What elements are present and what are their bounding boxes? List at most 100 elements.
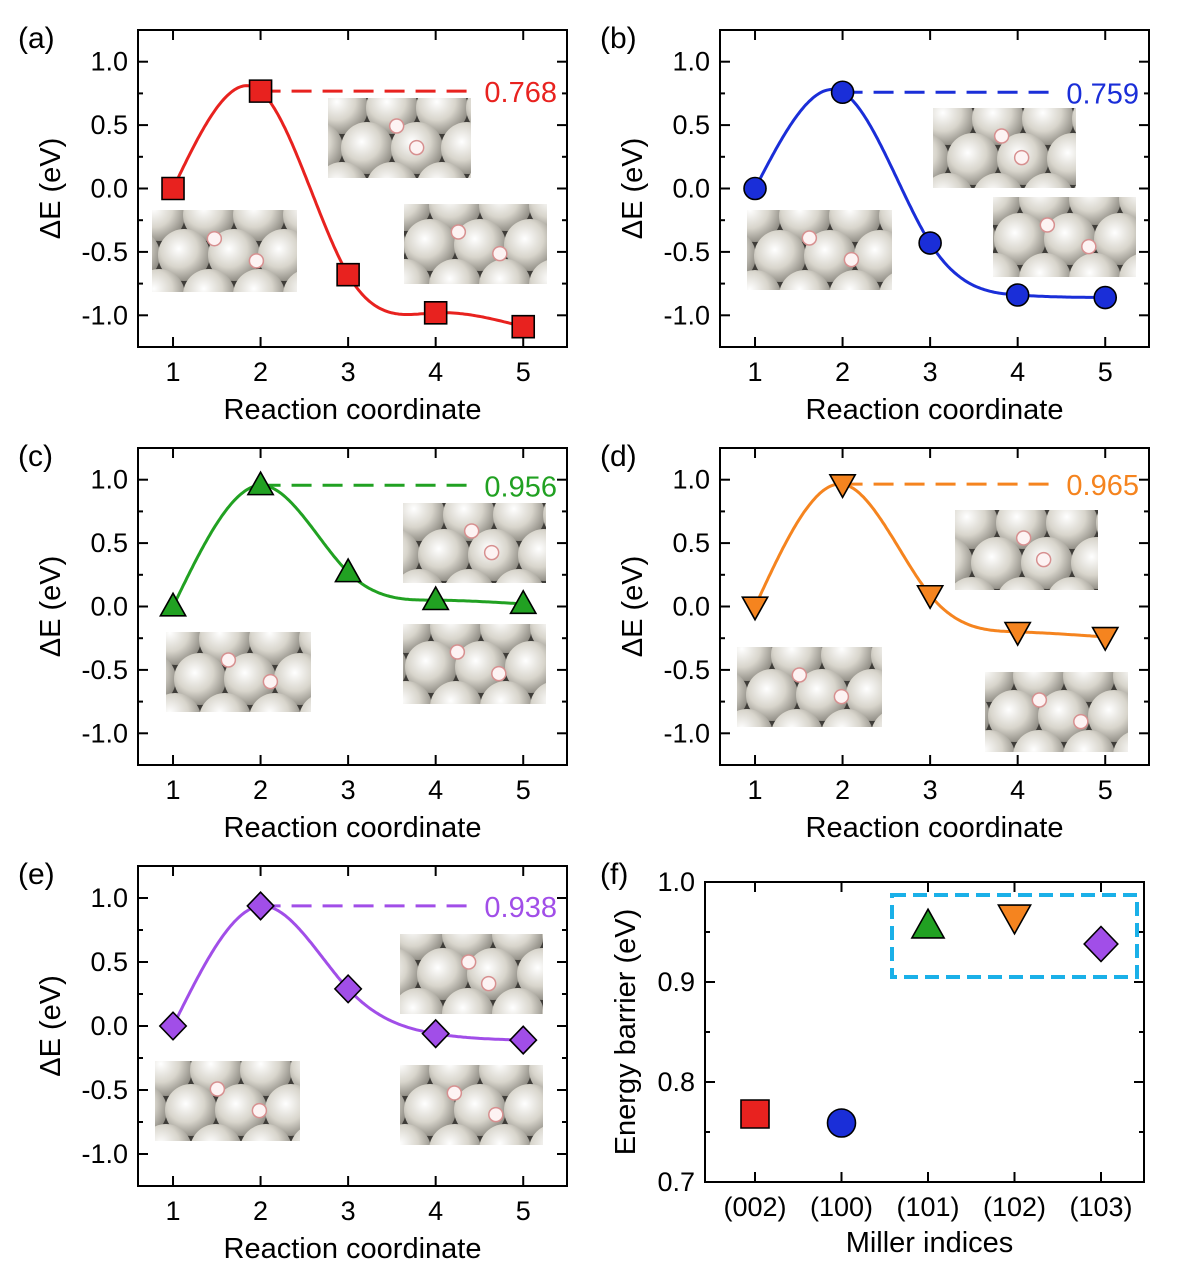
metal-atom (872, 93, 924, 145)
data-point (918, 231, 942, 255)
structure-inset-1 (921, 457, 1197, 669)
metal-atom (955, 538, 973, 588)
data-point (423, 300, 448, 325)
metal-atom (1163, 650, 1197, 702)
metal-atom (495, 569, 543, 583)
metal-atom (158, 309, 210, 361)
y-tick-label: -0.5 (663, 655, 710, 685)
metal-atom (249, 693, 301, 712)
metal-atom (174, 573, 226, 625)
metal-atom (944, 293, 996, 345)
metal-atom (913, 650, 965, 702)
y-tick-label: 1.0 (90, 465, 128, 495)
metal-atom (993, 226, 996, 252)
panel-2: 1 2 3 4 5 1.0 0.5 0.0 -0.5 -1.0 Reaction coordinat… (18, 440, 620, 844)
metal-atom (418, 162, 466, 178)
metal-atom (191, 1124, 241, 1141)
hydrogen-atom (251, 1102, 268, 1119)
metal-atom (479, 1124, 531, 1145)
data-point (334, 557, 363, 583)
x-axis-label: Reaction coordinate (224, 812, 482, 844)
metal-atom (199, 693, 251, 712)
x-tick-label: 1 (166, 357, 181, 387)
hydrogen-atom (488, 1106, 504, 1123)
metal-atom (329, 1044, 381, 1096)
metal-atom (354, 1004, 406, 1056)
structure-inset-2 (330, 561, 546, 733)
metal-atom (1144, 213, 1196, 265)
y-tick-label: 1.0 (657, 867, 695, 897)
metal-atom (224, 653, 276, 705)
x-tick-label: 5 (516, 357, 531, 387)
barrier-value-label: 0.956 (484, 471, 557, 503)
metal-atom (1147, 213, 1197, 265)
data-point (740, 1099, 770, 1129)
metal-atom (355, 561, 407, 613)
metal-atom (1119, 254, 1136, 277)
x-tick-label: 4 (428, 1196, 443, 1226)
metal-atom (1163, 730, 1197, 782)
metal-atom (879, 210, 892, 239)
metal-atom (1171, 457, 1197, 509)
x-axis-label: Miller indices (846, 1227, 1014, 1259)
metal-atom (299, 632, 311, 661)
inset-atoms (330, 561, 546, 733)
metal-atom (403, 653, 407, 681)
metal-atom (403, 569, 443, 583)
data-point (1003, 621, 1032, 647)
y-tick-label: -0.5 (81, 1075, 128, 1105)
y-tick-label: -1.0 (81, 718, 128, 748)
metal-atom (429, 1124, 481, 1145)
metal-atom (1188, 690, 1197, 742)
metal-atom (933, 135, 949, 183)
metal-atom (542, 934, 543, 942)
x-tick-label: 5 (516, 1196, 531, 1226)
hydrogen-atom (388, 118, 405, 134)
structure-inset-1 (400, 934, 543, 1014)
metal-atom (804, 150, 856, 202)
metal-atom (491, 122, 543, 174)
panel-label: (f) (600, 858, 628, 891)
metal-atom (1113, 732, 1128, 752)
y-tick-label: -1.0 (81, 1139, 128, 1169)
x-tick-label: (100) (810, 1192, 873, 1222)
metal-atom (988, 690, 1040, 742)
panel-label: (e) (18, 858, 55, 891)
metal-atom (1094, 133, 1146, 185)
x-tick-label: 5 (1098, 775, 1113, 805)
y-tick-label: -1.0 (663, 718, 710, 748)
metal-atom (166, 658, 176, 700)
metal-atom (328, 162, 366, 178)
metal-atom (443, 503, 495, 541)
metal-atom (115, 1164, 167, 1216)
metal-atom (224, 573, 276, 625)
metal-atom (504, 1084, 543, 1136)
y-tick-label: -0.5 (81, 655, 128, 685)
metal-atom (822, 709, 872, 727)
barrier-value-label: 0.759 (1066, 78, 1139, 110)
x-tick-label: 1 (166, 1196, 181, 1226)
metal-atom (921, 617, 973, 669)
data-point (158, 1011, 188, 1041)
data-point (421, 1018, 450, 1049)
metal-atom (1063, 730, 1115, 752)
metal-atom (403, 624, 432, 653)
metal-atom (568, 609, 620, 661)
y-axis-label: ΔE (eV) (35, 556, 67, 658)
metal-atom (1146, 497, 1197, 549)
inset-atoms (921, 457, 1197, 669)
metal-atom (985, 730, 1015, 752)
x-tick-label: 4 (1010, 775, 1025, 805)
metal-atom (241, 1124, 291, 1141)
panel-1: 1 2 3 4 5 1.0 0.5 0.0 -0.5 -1.0 Reaction coordinat… (600, 22, 1197, 426)
structure-inset-0 (737, 647, 882, 727)
metal-atom (330, 681, 382, 733)
metal-atom (1047, 133, 1076, 185)
data-point (910, 907, 946, 939)
metal-atom (183, 269, 235, 292)
x-tick-label: 1 (748, 357, 763, 387)
x-tick-label: 4 (1010, 357, 1025, 387)
metal-atom (1096, 513, 1098, 533)
data-point (741, 596, 770, 622)
metal-atom (400, 948, 419, 1000)
